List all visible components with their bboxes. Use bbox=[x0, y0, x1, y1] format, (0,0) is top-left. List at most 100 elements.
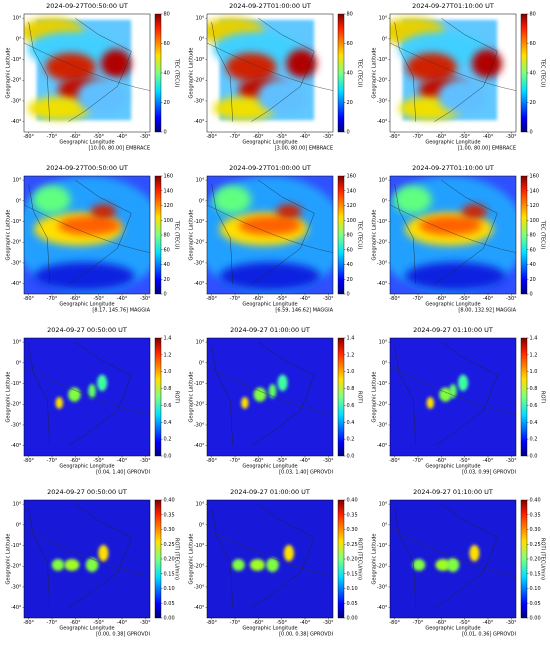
x-tick-label: -60° bbox=[253, 620, 264, 626]
map-feature bbox=[266, 557, 279, 572]
x-tick-label: -70° bbox=[230, 458, 241, 464]
colorbar-tick-label: 0.00 bbox=[164, 616, 175, 622]
map-frame bbox=[389, 13, 517, 133]
magnetic-line bbox=[390, 528, 516, 577]
magnetic-line bbox=[24, 366, 150, 415]
colorbar-tick-label: 140 bbox=[347, 188, 357, 194]
x-axis-label: Geographic Longitude bbox=[425, 464, 480, 470]
x-tick-label: -80° bbox=[206, 134, 217, 140]
colorbar-tick-label: 0 bbox=[164, 130, 167, 136]
y-tick-label: -40° bbox=[11, 443, 22, 449]
map-feature bbox=[469, 544, 480, 562]
map-panel: 2024-09-27 00:50:00 UT -80° -70° -60° -50° -4… bbox=[6, 488, 180, 638]
y-tick-label: -30° bbox=[194, 260, 205, 266]
colorbar-tick-label: 0.10 bbox=[164, 586, 175, 592]
colorbar-label: TEC (TECU) bbox=[174, 220, 180, 250]
colorbar-tick-label: 0 bbox=[530, 130, 533, 136]
coastline bbox=[394, 17, 498, 122]
map-panel: 2024-09-27 01:00:00 UT -80° -70° -60° -50° -4… bbox=[189, 488, 363, 638]
colorbar-tick-label: 20 bbox=[164, 100, 170, 106]
x-tick-label: -70° bbox=[47, 620, 58, 626]
map-feature bbox=[76, 78, 128, 115]
y-tick-label: -10° bbox=[377, 381, 388, 387]
x-tick-label: -60° bbox=[253, 296, 264, 302]
x-tick-label: -50° bbox=[93, 134, 104, 140]
colorbar-label: ROTI (TECU/min) bbox=[174, 538, 180, 580]
map-feature bbox=[88, 384, 96, 399]
x-tick-label: -30° bbox=[506, 458, 517, 464]
magnetic-line bbox=[207, 366, 333, 415]
magnetic-line bbox=[390, 366, 516, 415]
x-tick-label: -60° bbox=[70, 296, 81, 302]
colorbar-tick-label: 1.4 bbox=[530, 336, 538, 342]
y-axis-label: Geographic Latitude bbox=[372, 534, 378, 585]
magnetic-line bbox=[24, 204, 150, 253]
y-axis-label: Geographic Latitude bbox=[6, 534, 12, 585]
x-tick-label: -40° bbox=[300, 620, 311, 626]
map-frame bbox=[23, 13, 151, 133]
colorbar-tick-label: 0.35 bbox=[347, 512, 358, 518]
map-feature bbox=[45, 52, 96, 82]
panel-title: 2024-09-27T01:10:00 UT bbox=[412, 2, 494, 10]
colorbar-tick-label: 0.0 bbox=[530, 454, 538, 460]
colorbar-tick-label: 0.20 bbox=[347, 557, 358, 563]
y-tick-label: -10° bbox=[11, 543, 22, 549]
y-tick-label: -30° bbox=[11, 98, 22, 104]
x-tick-label: -30° bbox=[506, 134, 517, 140]
x-tick-label: -60° bbox=[436, 620, 447, 626]
colorbar-tick-label: 0.10 bbox=[530, 586, 541, 592]
y-tick-label: -40° bbox=[377, 605, 388, 611]
y-axis-label: Geographic Latitude bbox=[372, 372, 378, 423]
y-tick-label: -20° bbox=[194, 564, 205, 570]
x-tick-label: -40° bbox=[300, 296, 311, 302]
magnetic-line bbox=[390, 42, 516, 91]
colorbar-tick-label: 20 bbox=[530, 277, 536, 283]
map-frame bbox=[206, 175, 334, 295]
colorbar-tick-label: 0.4 bbox=[530, 420, 538, 426]
x-tick-label: -80° bbox=[206, 620, 217, 626]
map-image bbox=[390, 338, 516, 456]
map-panel: 2024-09-27 01:10:00 UT -80° -70° -60° -50° -4… bbox=[372, 488, 546, 638]
y-tick-label: 10° bbox=[13, 502, 22, 508]
source-annotation: [0.03, 0.99] GPROVDI bbox=[462, 470, 516, 476]
colorbar-tick-label: 1.4 bbox=[164, 336, 172, 342]
x-tick-label: -40° bbox=[483, 296, 494, 302]
x-axis-label: Geographic Longitude bbox=[242, 626, 297, 632]
map-feature bbox=[437, 78, 489, 115]
map-feature bbox=[257, 78, 308, 115]
x-tick-label: -60° bbox=[436, 134, 447, 140]
colorbar-tick-label: 1.2 bbox=[347, 352, 355, 358]
y-tick-label: 0° bbox=[16, 522, 22, 528]
colorbar-tick-label: 0.8 bbox=[347, 386, 355, 392]
x-tick-label: -40° bbox=[483, 458, 494, 464]
x-tick-label: -80° bbox=[389, 134, 400, 140]
map-feature bbox=[85, 557, 99, 572]
y-tick-label: -10° bbox=[194, 219, 205, 225]
panel-title: 2024-09-27 01:00:00 UT bbox=[230, 326, 310, 334]
panel-title: 2024-09-27T01:00:00 UT bbox=[229, 164, 311, 172]
x-tick-label: -40° bbox=[117, 458, 128, 464]
map-feature bbox=[97, 374, 108, 392]
y-tick-label: -30° bbox=[11, 260, 22, 266]
colorbar bbox=[520, 337, 528, 457]
x-tick-label: -70° bbox=[47, 296, 58, 302]
x-axis-label: Geographic Longitude bbox=[242, 464, 297, 470]
y-tick-label: -30° bbox=[377, 98, 388, 104]
map-image bbox=[24, 14, 150, 132]
panel-title: 2024-09-27 00:50:00 UT bbox=[47, 326, 127, 334]
y-tick-label: -20° bbox=[377, 402, 388, 408]
map-feature bbox=[418, 216, 482, 235]
source-annotation: [8.00, 132.92] MAGGIA bbox=[458, 308, 516, 314]
y-tick-label: -20° bbox=[11, 564, 22, 570]
y-tick-label: 0° bbox=[382, 36, 388, 42]
x-tick-label: -70° bbox=[230, 134, 241, 140]
map-feature bbox=[98, 544, 109, 562]
map-feature bbox=[32, 185, 71, 214]
colorbar-tick-label: 0.30 bbox=[347, 527, 358, 533]
map-panel: 2024-09-27T01:10:00 UT -80° -70° -60° -50° -4… bbox=[372, 2, 546, 152]
map-frame bbox=[23, 175, 151, 295]
panel-title: 2024-09-27 01:10:00 UT bbox=[413, 326, 493, 334]
colorbar-tick-label: 0 bbox=[347, 292, 350, 298]
colorbar-tick-label: 60 bbox=[164, 41, 170, 47]
